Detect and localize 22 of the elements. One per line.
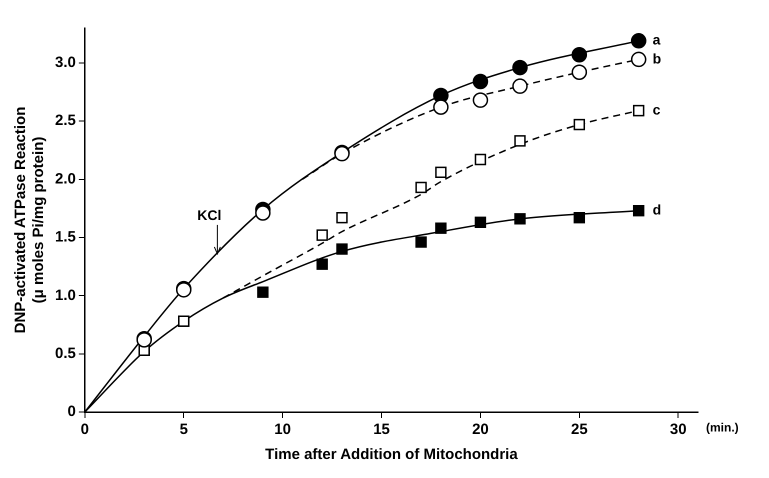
x-tick-label: 5 xyxy=(180,421,188,438)
x-tick-label: 10 xyxy=(274,421,291,438)
series-label: a xyxy=(652,32,661,48)
series-label: d xyxy=(652,202,662,218)
text: (min.) xyxy=(706,420,739,434)
y-tick-label: 1.0 xyxy=(54,286,76,304)
y-tick-label: 2.5 xyxy=(54,112,76,130)
y-axis-title: DNP-activated ATPase Reaction (μ moles Pi/mg protein) xyxy=(12,106,48,334)
annotation: KCl xyxy=(197,206,222,223)
x-tick-label: 0 xyxy=(80,421,90,438)
series-label: b xyxy=(652,50,662,66)
x-axis-title: Time after Addition of Mitochondria xyxy=(265,446,518,464)
y-tick-label: 0 xyxy=(68,403,76,420)
x-tick-label: 25 xyxy=(570,421,588,438)
y-tick-label: 3.0 xyxy=(54,54,76,72)
y-tick-label: 2.0 xyxy=(54,170,76,188)
y-tick-label: 0.5 xyxy=(54,344,76,362)
y-tick-label: 1.5 xyxy=(54,228,76,246)
x-tick-label: 15 xyxy=(373,421,390,438)
x-tick-label: 20 xyxy=(472,421,489,438)
x-tick-label: 30 xyxy=(670,421,687,438)
series-label: c xyxy=(652,101,661,118)
